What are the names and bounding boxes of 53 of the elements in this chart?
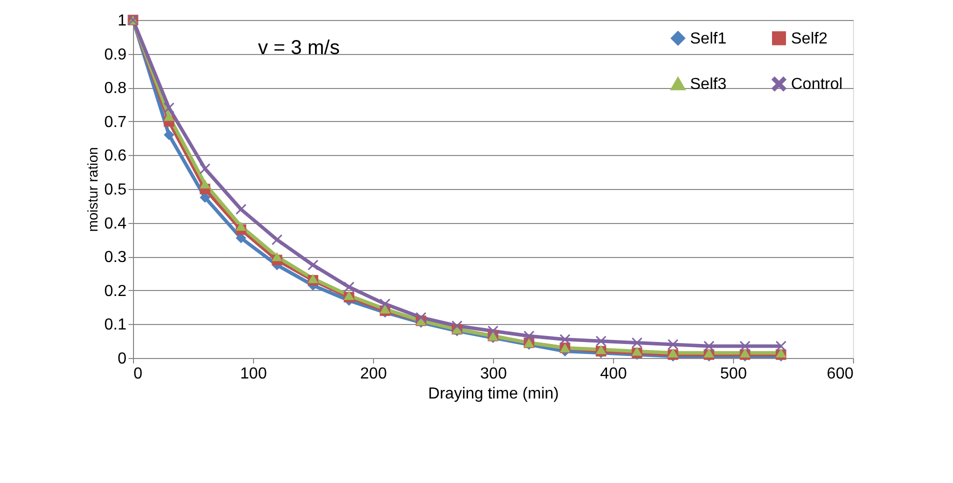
point — [308, 260, 318, 270]
x-tick-label: 0 — [134, 366, 142, 382]
point — [632, 338, 642, 348]
point — [776, 348, 786, 358]
legend-label: Self1 — [690, 30, 727, 48]
y-tick-label: 0.1 — [104, 316, 127, 334]
y-tick-label: 0.6 — [104, 148, 127, 165]
point — [200, 179, 210, 188]
x-tick-label: 300 — [480, 366, 507, 382]
point — [272, 234, 282, 245]
y-tick-label: 0.7 — [104, 114, 127, 131]
point — [704, 348, 714, 358]
point — [236, 222, 246, 231]
point — [560, 334, 570, 345]
annotation: v = 3 m/s — [258, 37, 340, 59]
point — [704, 340, 714, 352]
point — [164, 112, 174, 121]
point — [668, 339, 678, 350]
y-tick-label: 0.2 — [104, 282, 127, 300]
x-axis-title: Draying time (min) — [428, 386, 559, 402]
legend-label: Self3 — [690, 76, 727, 93]
point — [164, 130, 174, 140]
point — [776, 340, 786, 352]
y-tick-label: 0.5 — [104, 182, 127, 198]
point — [416, 312, 426, 323]
x-tick-label: 600 — [826, 366, 854, 382]
point — [740, 340, 750, 352]
point — [200, 163, 210, 174]
point — [488, 326, 498, 336]
point — [524, 330, 534, 342]
x-tick-label: 100 — [240, 366, 267, 382]
x-tick-label: 400 — [600, 366, 627, 382]
y-tick-label: 0.4 — [104, 215, 127, 232]
point — [380, 298, 390, 310]
y-tick-label: 0.3 — [104, 249, 127, 266]
x-tick-label: 500 — [720, 366, 747, 382]
point — [596, 336, 606, 346]
y-tick-label: 0.8 — [104, 80, 127, 98]
legend-label: Control — [791, 76, 843, 93]
y-tick-label: 0.9 — [104, 46, 127, 64]
y-tick-label: 0 — [118, 350, 127, 368]
point — [164, 102, 174, 114]
point — [632, 346, 642, 356]
point — [272, 252, 282, 262]
legend-label: Self2 — [791, 30, 828, 48]
point — [668, 348, 678, 358]
y-tick-label: 1 — [118, 12, 127, 30]
point — [740, 348, 750, 358]
y-axis-title: moistur ration — [84, 147, 100, 232]
point — [344, 282, 354, 292]
point — [236, 204, 246, 215]
x-tick-label: 200 — [360, 366, 387, 382]
point — [452, 320, 462, 332]
